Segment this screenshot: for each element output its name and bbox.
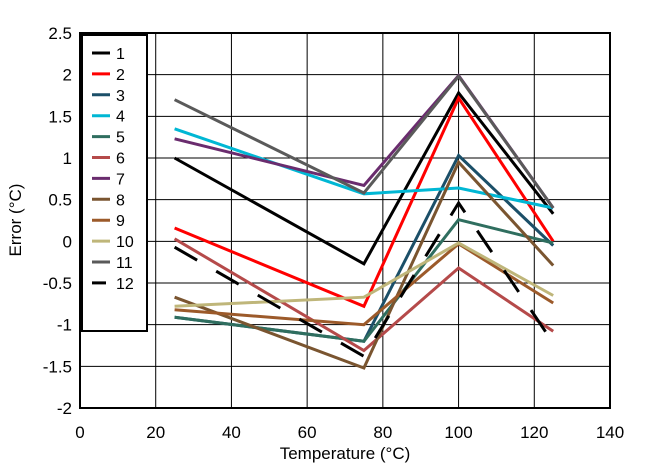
legend-label-10: 10 <box>116 234 134 251</box>
legend-label-5: 5 <box>116 130 125 147</box>
y-tick-label: -0.5 <box>43 274 72 293</box>
series-line-6 <box>173 237 555 353</box>
y-tick-label: 0 <box>63 232 72 251</box>
x-tick-label: 140 <box>596 423 624 442</box>
grid <box>80 33 610 408</box>
y-axis-title: Error (°C) <box>6 184 25 257</box>
series-line-11 <box>173 73 555 209</box>
x-tick-label: 60 <box>298 423 317 442</box>
legend-label-6: 6 <box>116 151 125 168</box>
legend-label-7: 7 <box>116 171 125 188</box>
y-tick-label: 1.5 <box>48 107 72 126</box>
y-tick-label: 2 <box>63 66 72 85</box>
legend-label-8: 8 <box>116 192 125 209</box>
y-tick-label: -1 <box>57 316 72 335</box>
x-tick-label: 40 <box>222 423 241 442</box>
series-line-2 <box>174 94 555 309</box>
y-tick-label: -2 <box>57 399 72 418</box>
series-layer <box>173 73 555 370</box>
legend-box <box>81 34 148 332</box>
legend-label-2: 2 <box>116 67 125 84</box>
legend-label-4: 4 <box>116 109 125 126</box>
legend-label-3: 3 <box>116 88 125 105</box>
tick-labels: 0 20 40 60 80 100 120 140 -2 -1.5 -1 -0.5 0 0.5 1 1.5 2 2… <box>43 24 624 442</box>
y-tick-label: 0.5 <box>48 191 72 210</box>
legend-label-12: 12 <box>116 276 134 293</box>
legend-label-1: 1 <box>116 46 125 63</box>
series-line-12 <box>173 200 555 359</box>
x-tick-label: 100 <box>444 423 472 442</box>
plot-frame <box>79 32 611 409</box>
x-tick-label: 120 <box>520 423 548 442</box>
series-line-1 <box>173 90 555 266</box>
x-axis-title: Temperature (°C) <box>280 444 411 463</box>
legend-label-11: 11 <box>116 255 133 272</box>
series-line-8 <box>174 159 555 370</box>
y-tick-label: 1 <box>63 149 72 168</box>
y-tick-label: 2.5 <box>48 24 72 43</box>
x-tick-label: 80 <box>373 423 392 442</box>
x-tick-label: 0 <box>75 423 84 442</box>
x-tick-label: 20 <box>146 423 165 442</box>
y-tick-label: -1.5 <box>43 357 72 376</box>
legend-label-9: 9 <box>116 213 125 230</box>
